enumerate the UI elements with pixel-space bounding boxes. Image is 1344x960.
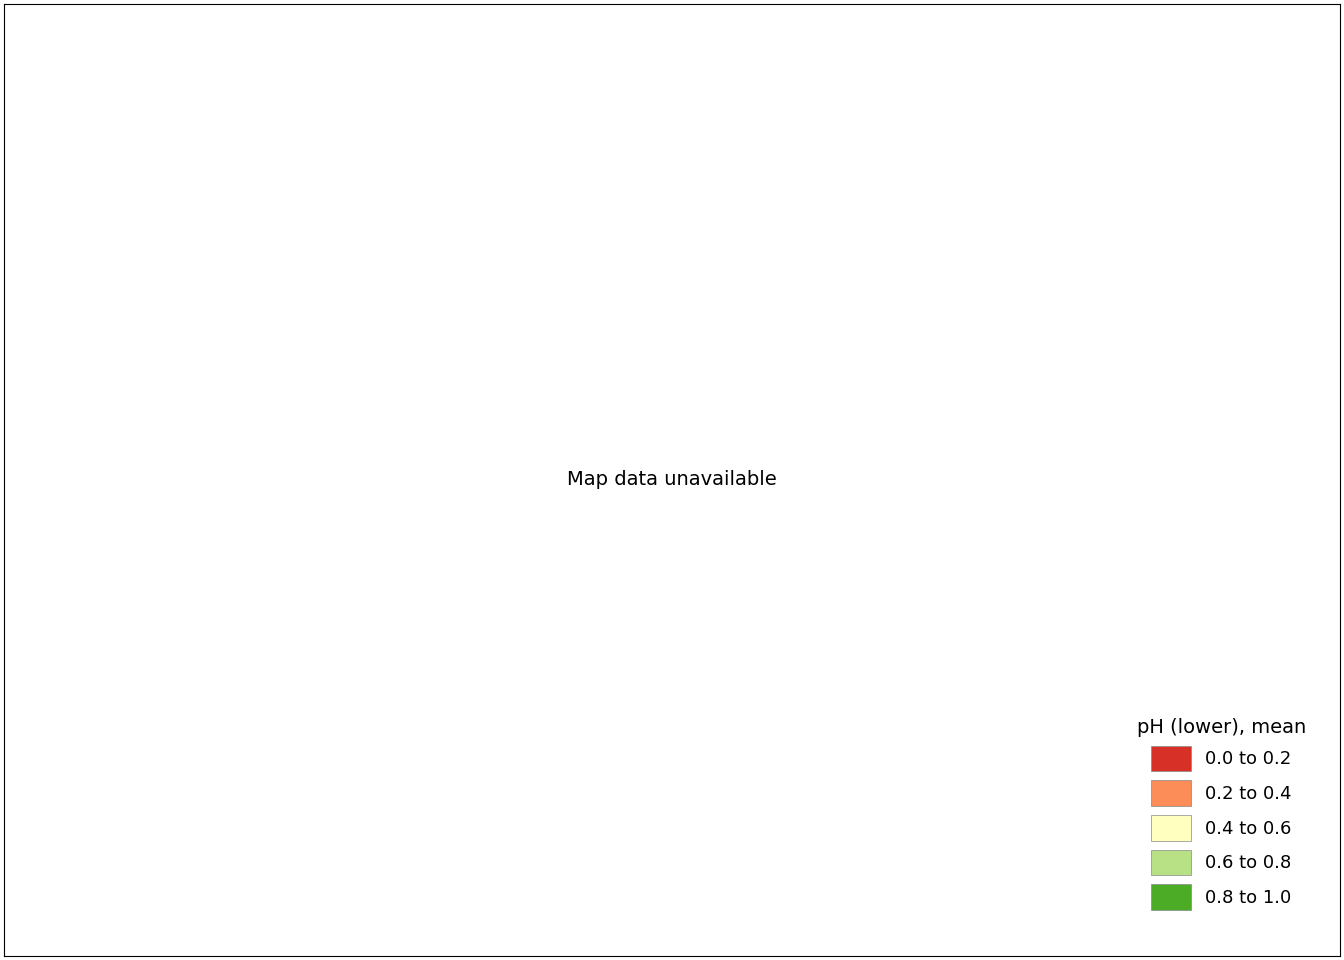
Legend: 0.0 to 0.2, 0.2 to 0.4, 0.4 to 0.6, 0.6 to 0.8, 0.8 to 1.0: 0.0 to 0.2, 0.2 to 0.4, 0.4 to 0.6, 0.6 … bbox=[1118, 700, 1324, 927]
Text: Map data unavailable: Map data unavailable bbox=[567, 470, 777, 490]
